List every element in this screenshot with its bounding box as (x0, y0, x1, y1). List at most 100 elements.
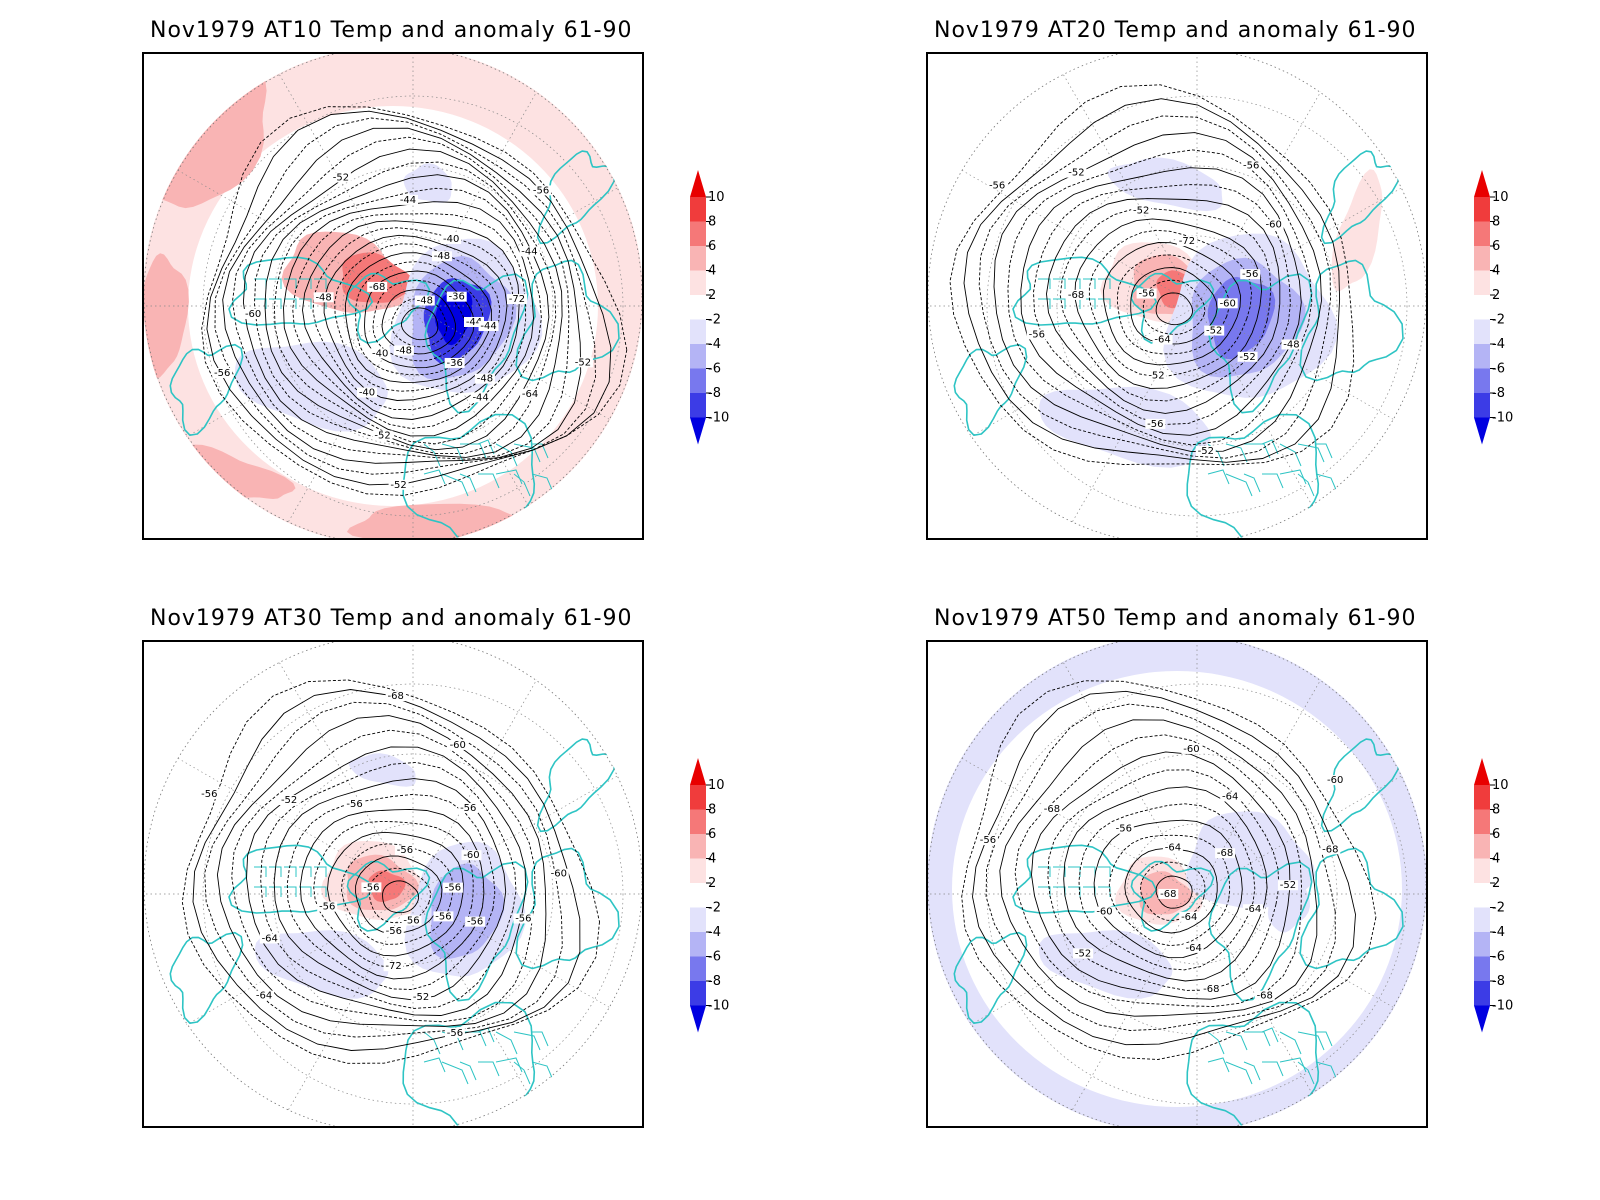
temperature-contour (355, 855, 443, 934)
colorbar-tick-label: -10 (1492, 999, 1513, 1014)
meridian-line (262, 893, 414, 1126)
border-line (1243, 1061, 1261, 1081)
colorbar-arrow-top (1474, 758, 1490, 785)
meridian-line (153, 893, 414, 1045)
temperature-contour (222, 127, 582, 464)
border-line (1316, 443, 1333, 459)
border-line (1244, 1031, 1271, 1047)
contour-label-bg (1201, 983, 1222, 994)
contour-label-bg (1243, 904, 1264, 915)
colorbar-tick-label: 8 (708, 803, 716, 818)
contour-label: -36 (449, 292, 465, 303)
colorbar-tick-label: 2 (1492, 876, 1500, 891)
contour-label-bg (1220, 791, 1241, 802)
contour-label-bg (385, 691, 406, 702)
colorbar-tick-label: 2 (708, 876, 716, 891)
border-line (1261, 439, 1279, 455)
colorbar-tick-label: -2 (1492, 313, 1505, 328)
polar-map: -44 -48 -48 -48 -48 -44 -52 -52 -52 -56 -36 -36 -68 -… (142, 52, 644, 540)
colorbar-tick-label: -6 (708, 362, 721, 377)
coastline (536, 738, 616, 833)
colorbar-svg: 10 8 6 4 2 -2 -4 -6 -8 -10 (1474, 170, 1513, 445)
anomaly-region-warm (149, 73, 267, 209)
contour-label-bg (531, 185, 552, 196)
colorbar-svg: 10 8 6 4 2 -2 -4 -6 -8 -10 (1474, 758, 1513, 1033)
border-line (423, 1031, 441, 1055)
border-line (495, 443, 518, 467)
temperature-contour (1124, 848, 1218, 934)
contour-label: -56 (515, 913, 531, 924)
contour-label: -52 (1075, 948, 1091, 959)
contour-label: -40 (359, 388, 375, 399)
contour-label-bg (1254, 990, 1275, 1001)
contour-label-bg (1041, 804, 1062, 815)
latitude-circle (342, 823, 484, 965)
temperature-contour (286, 794, 496, 990)
colorbar-arrow-bottom (690, 417, 706, 445)
temperature-contour (1088, 229, 1253, 377)
contour-label: -56 (1138, 289, 1154, 300)
border-line (1053, 298, 1066, 309)
border-line (1225, 1061, 1253, 1085)
temperature-contour (1155, 875, 1193, 909)
temperature-contour (1033, 184, 1291, 425)
colorbar-tick-label: -10 (1492, 411, 1513, 426)
temperature-contour (949, 84, 1355, 466)
border-line (1316, 1031, 1333, 1047)
colorbar-tick-label: 10 (708, 190, 725, 205)
colorbar-tick-label: -8 (1492, 974, 1505, 989)
colorbar-svg: 10 8 6 4 2 -2 -4 -6 -8 -10 (690, 170, 729, 445)
contour-label-bg (446, 291, 467, 302)
panel-title: Nov1979 AT30 Temp and anomaly 61-90 (150, 606, 633, 631)
coastline (1320, 738, 1400, 833)
panel-title: Nov1979 AT20 Temp and anomaly 61-90 (934, 18, 1417, 43)
contour-label-bg (383, 926, 404, 937)
border-line (1098, 886, 1111, 897)
contour-label: -56 (1116, 824, 1132, 835)
meridian-line (1196, 305, 1348, 538)
polar-map: -68 -68 -64 -56 -52 -52 -60 -68 -56 -60 -64 -64 -64 -… (926, 640, 1428, 1128)
border-line (532, 1031, 549, 1047)
coastline (953, 931, 1028, 1024)
temperature-contour (381, 289, 457, 355)
border-line (1279, 443, 1302, 467)
contour-label-bg (1152, 334, 1173, 345)
temperature-contour (344, 252, 492, 383)
contour-label-bg (470, 392, 491, 403)
contour-label: -52 (575, 357, 591, 368)
contour-label-bg (1131, 205, 1152, 216)
temperature-contour (391, 298, 448, 348)
temperature-contour (313, 820, 474, 969)
colorbar-arrow-bottom (690, 1005, 706, 1033)
contour-label: -56 (319, 902, 335, 913)
contour-label-bg (1179, 911, 1200, 922)
contour-label: -56 (1243, 161, 1259, 172)
contour-label: -60 (1096, 907, 1112, 918)
meridian-line (153, 305, 414, 457)
contour-label: -56 (403, 915, 419, 926)
temperature-contour (327, 831, 464, 957)
border-line (1038, 278, 1051, 289)
colorbar-segment (1474, 834, 1490, 859)
coastline (424, 273, 529, 414)
contour-label-bg (414, 295, 435, 306)
contour-label-bg (1113, 823, 1134, 834)
border-line (513, 443, 541, 463)
anomaly-region-cold (348, 753, 416, 787)
border-line (299, 298, 312, 309)
border-line (460, 443, 487, 459)
colorbar-tick-label: -10 (708, 999, 729, 1014)
contour-label-bg (458, 803, 479, 814)
borders (254, 866, 554, 1085)
temperature-contour (1108, 834, 1231, 947)
contour-label-bg (411, 991, 432, 1002)
map-svg: -68 -68 -64 -56 -52 -52 -60 -68 -56 -60 -64 -64 -64 -… (928, 642, 1426, 1126)
temperature-contour (1130, 267, 1218, 345)
contour-label: -44 (400, 195, 416, 206)
border-line (284, 298, 297, 309)
colorbar-tick-label: -2 (708, 313, 721, 328)
contour-label: -52 (1206, 326, 1222, 337)
temperature-contour (961, 680, 1377, 1060)
border-line (1243, 473, 1261, 493)
contour-label: -60 (551, 869, 567, 880)
